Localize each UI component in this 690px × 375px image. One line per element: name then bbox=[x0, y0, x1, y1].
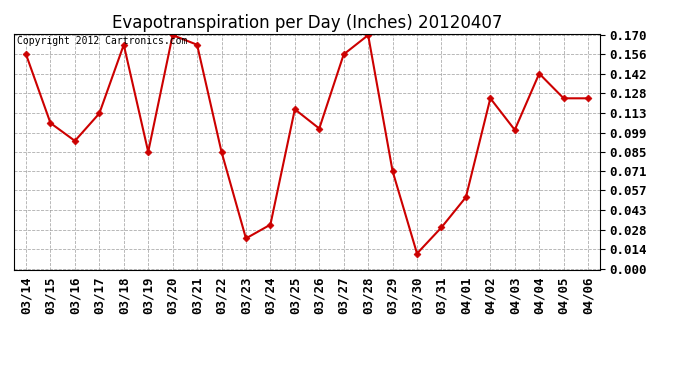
Text: Copyright 2012 Cartronics.com: Copyright 2012 Cartronics.com bbox=[17, 36, 187, 46]
Title: Evapotranspiration per Day (Inches) 20120407: Evapotranspiration per Day (Inches) 2012… bbox=[112, 14, 502, 32]
